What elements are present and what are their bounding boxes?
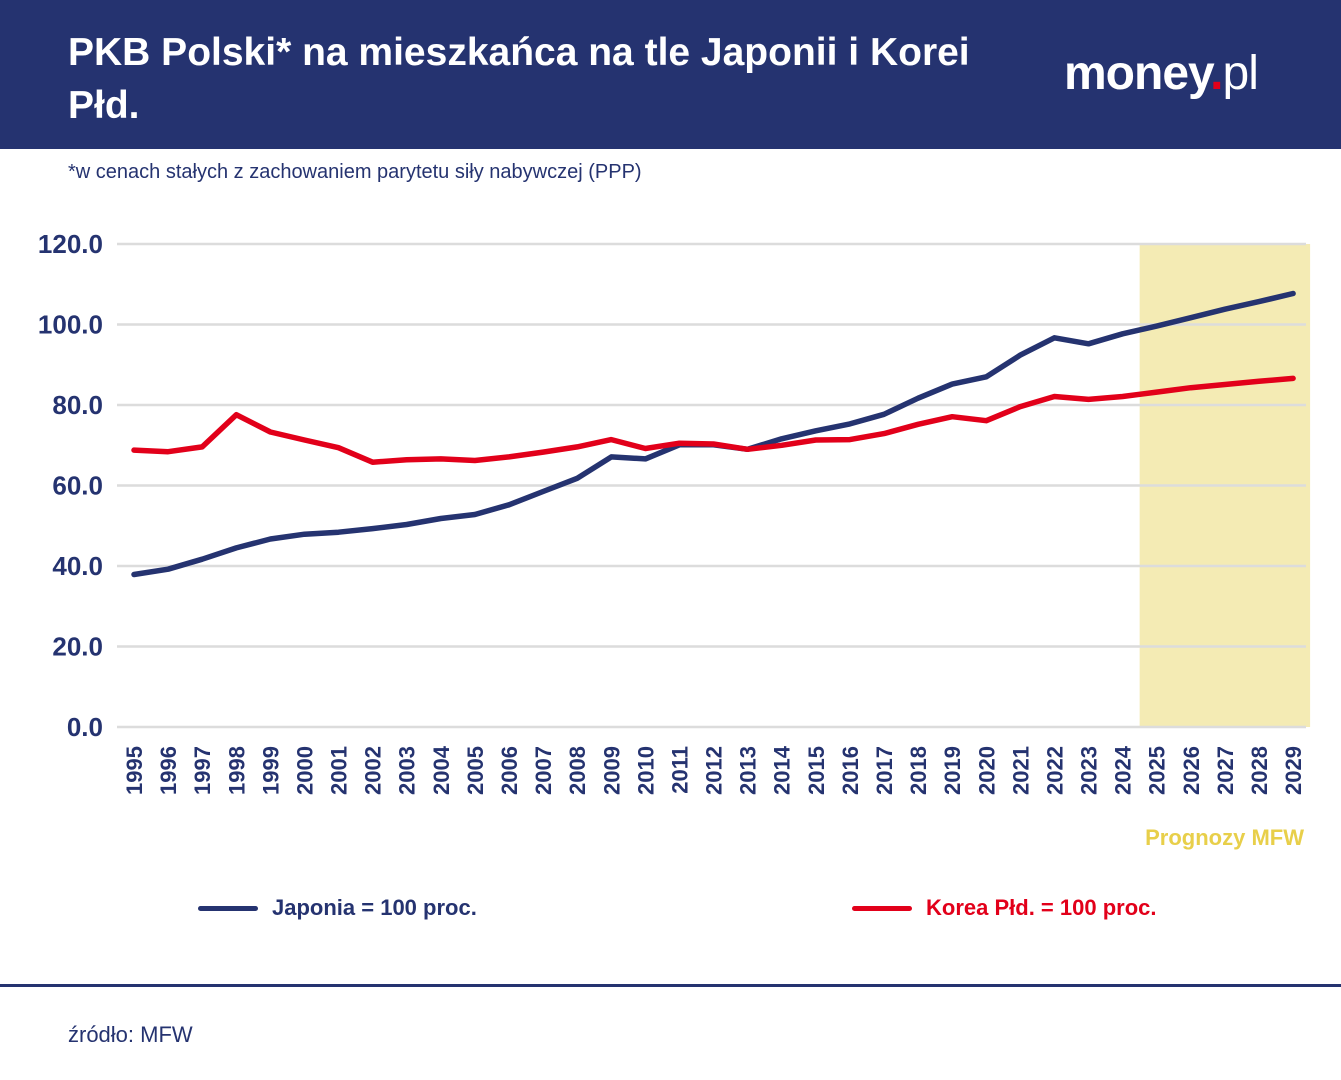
x-tick-label: 2009 bbox=[599, 746, 624, 795]
x-tick-label: 2017 bbox=[872, 746, 897, 795]
y-tick-label: 40.0 bbox=[52, 551, 103, 581]
legend-item-japan: Japonia = 100 proc. bbox=[198, 892, 477, 924]
x-tick-label: 2015 bbox=[804, 746, 829, 795]
x-tick-label: 2014 bbox=[770, 745, 795, 795]
x-tick-label: 1999 bbox=[258, 746, 283, 795]
y-tick-label: 60.0 bbox=[52, 471, 103, 501]
x-tick-label: 1995 bbox=[122, 746, 147, 795]
x-tick-label: 2011 bbox=[667, 746, 692, 794]
legend-item-korea: Korea Płd. = 100 proc. bbox=[852, 892, 1156, 924]
y-tick-label: 80.0 bbox=[52, 390, 103, 420]
page-title: PKB Polski* na mieszkańca na tle Japonii… bbox=[68, 31, 970, 127]
x-tick-label: 2007 bbox=[531, 746, 556, 795]
x-tick-label: 2001 bbox=[327, 746, 352, 795]
logo-suffix: pl bbox=[1222, 47, 1259, 100]
logo-dot: . bbox=[1210, 47, 1223, 100]
x-tick-label: 2019 bbox=[940, 746, 965, 795]
x-tick-label: 2020 bbox=[974, 746, 999, 795]
x-tick-label: 2008 bbox=[565, 746, 590, 795]
x-tick-label: 2025 bbox=[1145, 746, 1170, 795]
x-tick-label: 2024 bbox=[1111, 745, 1136, 795]
x-tick-label: 2005 bbox=[463, 746, 488, 795]
y-tick-label: 0.0 bbox=[67, 712, 103, 742]
x-tick-label: 2002 bbox=[361, 746, 386, 795]
logo-main-text: money bbox=[1064, 47, 1211, 100]
y-tick-label: 120.0 bbox=[38, 229, 103, 259]
x-tick-label: 2028 bbox=[1247, 746, 1272, 795]
x-tick-label: 2016 bbox=[838, 746, 863, 795]
brand-logo: money.pl bbox=[1064, 44, 1259, 104]
forecast-label: Prognozy MFW bbox=[1145, 825, 1304, 850]
y-tick-label: 100.0 bbox=[38, 310, 103, 340]
x-tick-label: 2018 bbox=[906, 746, 931, 795]
x-tick-label: 1997 bbox=[190, 746, 215, 795]
x-tick-label: 2027 bbox=[1213, 746, 1238, 795]
series-line-japan bbox=[131, 290, 1296, 578]
x-tick-label: 2013 bbox=[736, 746, 761, 795]
x-tick-label: 1996 bbox=[156, 746, 181, 795]
legend-label-japan: Japonia = 100 proc. bbox=[272, 895, 477, 920]
footer-divider bbox=[0, 984, 1341, 987]
x-tick-label: 2021 bbox=[1008, 746, 1033, 795]
x-tick-label: 2022 bbox=[1042, 746, 1067, 795]
header-banner: PKB Polski* na mieszkańca na tle Japonii… bbox=[0, 0, 1341, 149]
x-tick-label: 2012 bbox=[702, 746, 727, 795]
y-tick-label: 20.0 bbox=[52, 632, 103, 662]
x-tick-label: 2003 bbox=[395, 746, 420, 795]
x-tick-label: 2004 bbox=[429, 745, 454, 795]
x-tick-label: 2010 bbox=[633, 746, 658, 795]
x-tick-label: 2006 bbox=[497, 746, 522, 795]
x-tick-label: 2026 bbox=[1179, 746, 1204, 795]
x-tick-label: 2029 bbox=[1281, 746, 1306, 795]
chart-subtitle: *w cenach stałych z zachowaniem parytetu… bbox=[68, 161, 642, 183]
x-tick-label: 1998 bbox=[224, 746, 249, 795]
source-note: źródło: MFW bbox=[68, 1022, 193, 1047]
legend-swatch-korea bbox=[852, 905, 912, 911]
series-line-korea bbox=[131, 375, 1296, 465]
x-tick-label: 2000 bbox=[292, 746, 317, 795]
line-chart: 0.0 20.0 40.0 60.0 80.0 100.0 120.0 1995 1996 199… bbox=[38, 229, 1311, 850]
x-tick-label: 2023 bbox=[1077, 746, 1102, 795]
legend-swatch-japan bbox=[198, 905, 258, 911]
legend-label-korea: Korea Płd. = 100 proc. bbox=[926, 895, 1157, 920]
